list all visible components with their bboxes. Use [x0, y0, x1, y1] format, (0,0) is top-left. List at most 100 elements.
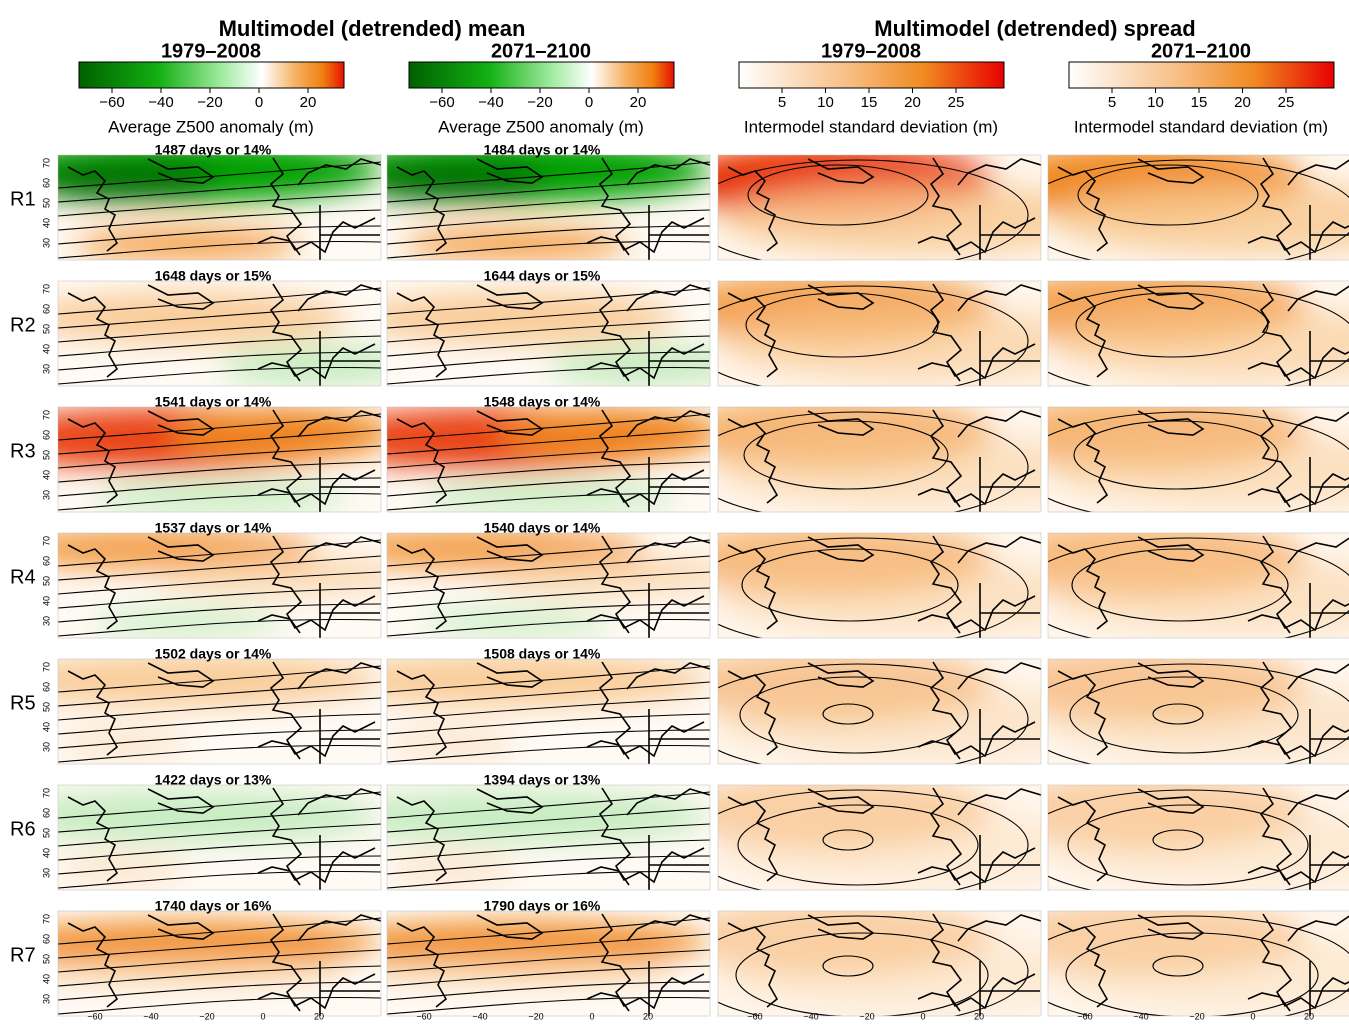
contour	[1048, 159, 1349, 260]
map-frame	[386, 658, 711, 765]
shade	[419, 606, 614, 638]
contour	[737, 804, 979, 886]
coastline	[396, 535, 710, 638]
lat-tick-label: 60	[41, 556, 51, 566]
contour	[1048, 663, 1349, 764]
contour	[58, 729, 381, 749]
shading	[1048, 533, 1349, 633]
lon-tick-label: −20	[528, 1011, 543, 1021]
row-label: R2	[10, 314, 36, 336]
lat-tick-label: 30	[41, 994, 51, 1004]
contour	[58, 303, 381, 329]
map-panel	[1048, 911, 1349, 1016]
map-frame	[386, 910, 711, 1017]
map-frame	[57, 910, 382, 1017]
lat-tick-label: 50	[41, 828, 51, 838]
lon-tick-label: −60	[416, 1011, 431, 1021]
lat-tick-label: 60	[41, 430, 51, 440]
panel-caption: 1790 days or 16%	[484, 898, 601, 914]
map-panel	[387, 155, 710, 260]
shading	[718, 659, 1041, 759]
coastline	[67, 409, 381, 512]
map-frame	[717, 532, 1042, 639]
contour	[387, 193, 710, 217]
map-frame	[57, 784, 382, 891]
period-title: 2071–2100	[491, 40, 591, 62]
shading	[718, 533, 1041, 633]
contour	[1152, 955, 1204, 977]
colorbar-tick-label: −60	[99, 94, 124, 111]
contour	[1048, 915, 1349, 1016]
shade	[387, 291, 678, 344]
contour	[58, 461, 381, 483]
map-panel	[718, 911, 1041, 1016]
lat-tick-label: 50	[41, 324, 51, 334]
panel-caption: 1394 days or 13%	[484, 772, 601, 788]
lat-tick-label: 50	[41, 702, 51, 712]
contour	[387, 445, 710, 469]
shade	[1048, 685, 1349, 759]
contour	[387, 366, 710, 385]
shade	[483, 554, 710, 596]
map-frame	[717, 658, 1042, 765]
panel-caption: 1548 days or 14%	[484, 394, 601, 410]
lat-tick-label: 40	[41, 596, 51, 606]
shade	[718, 181, 1041, 255]
contour	[58, 240, 381, 259]
colorbar-tick-label: 10	[817, 94, 834, 111]
shade	[58, 790, 381, 843]
coastline	[67, 787, 381, 890]
contour	[718, 285, 1029, 386]
colorbar-tick-label: 20	[1234, 94, 1251, 111]
contour	[58, 697, 381, 721]
contour	[387, 461, 710, 483]
colorbar-tick-label: 5	[778, 94, 786, 111]
lat-tick-label: 50	[41, 576, 51, 586]
map-panel	[1048, 407, 1349, 512]
shade	[1048, 811, 1349, 885]
map-panel	[1048, 659, 1349, 764]
contour	[387, 870, 710, 889]
shade	[154, 554, 381, 596]
lon-tick-label: 0	[589, 1011, 594, 1021]
coastline	[727, 283, 1041, 386]
colorbar-tick-label: 0	[255, 94, 263, 111]
contour	[387, 618, 710, 637]
contour	[387, 319, 710, 343]
lat-tick-label: 70	[41, 410, 51, 420]
shade	[58, 291, 349, 344]
map-frame	[717, 406, 1042, 513]
contour	[58, 618, 381, 637]
contour	[58, 713, 381, 735]
map-frame	[57, 280, 382, 387]
contour	[387, 839, 710, 861]
contour	[58, 209, 381, 231]
map-frame	[57, 154, 382, 261]
contour	[58, 193, 381, 217]
contour	[1152, 829, 1204, 851]
contour	[58, 603, 381, 623]
map-frame	[1047, 154, 1349, 261]
contour	[387, 335, 710, 357]
row-label: R3	[10, 440, 36, 462]
shade	[1048, 937, 1349, 1011]
contour	[1152, 703, 1204, 725]
map-panel	[58, 785, 381, 890]
lat-tick-label: 70	[41, 284, 51, 294]
map-frame	[717, 154, 1042, 261]
contour	[1071, 548, 1289, 622]
coastline	[727, 913, 1041, 1016]
coastline	[1057, 283, 1349, 386]
period-title: 2071–2100	[1151, 40, 1251, 62]
shade	[718, 559, 1041, 633]
map-panel	[718, 785, 1041, 890]
map-frame	[1047, 406, 1349, 513]
map-frame	[57, 532, 382, 639]
lat-tick-label: 70	[41, 662, 51, 672]
colorbar	[1068, 61, 1335, 89]
colorbar-label: Intermodel standard deviation (m)	[1074, 117, 1328, 136]
lon-tick-label: 20	[1304, 1011, 1314, 1021]
row-label: R1	[10, 188, 36, 210]
colorbar-tick-label: 25	[948, 94, 965, 111]
coastline	[1057, 535, 1349, 638]
